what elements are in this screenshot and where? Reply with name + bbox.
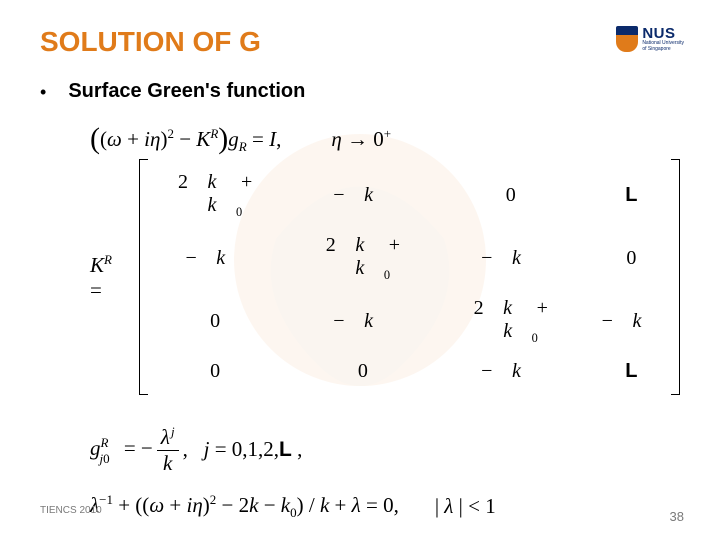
nus-logo: NUS National Universityof Singapore bbox=[616, 26, 684, 52]
bullet: • Surface Green's function bbox=[40, 80, 680, 104]
equation-1: ((ω + iη)2 − KR)gR = I, η → 0+ bbox=[90, 122, 680, 155]
footer-text: TIENCS 2010 bbox=[40, 505, 102, 516]
bullet-text: Surface Green's function bbox=[68, 80, 305, 104]
equation-4: λ−1 + ((ω + iη)2 − 2k − k0) / k + λ = 0,… bbox=[90, 492, 680, 521]
slide-title: SOLUTION OF G bbox=[40, 26, 680, 58]
page-number: 38 bbox=[670, 509, 684, 524]
slide: NUS National Universityof Singapore SOLU… bbox=[0, 0, 720, 540]
eq4-right: | λ | < 1 bbox=[435, 494, 496, 519]
logo-sub: National Universityof Singapore bbox=[642, 41, 684, 52]
eq1-left: ((ω + iη)2 − KR)gR = I, bbox=[90, 122, 281, 155]
bullet-marker: • bbox=[40, 80, 46, 104]
eq1-right: η → 0+ bbox=[331, 126, 391, 152]
logo-main: NUS bbox=[642, 26, 684, 41]
matrix-grid: 2k + k0−k0L −k2k + k0−k0 0−k2k + k0−k 00… bbox=[148, 159, 671, 395]
equation-3: gRj0 = − λ j k , j = 0,1,2,L , bbox=[90, 425, 680, 474]
bracket-left bbox=[139, 159, 148, 395]
bracket-right bbox=[671, 159, 680, 395]
matrix-label: KR = bbox=[90, 252, 125, 303]
crest-icon bbox=[616, 26, 638, 52]
equation-matrix: KR = 2k + k0−k0L −k2k + k0−k0 0−k2k + k0… bbox=[90, 159, 680, 395]
eq4-left: λ−1 + ((ω + iη)2 − 2k − k0) / k + λ = 0, bbox=[90, 492, 399, 521]
math-region: ((ω + iη)2 − KR)gR = I, η → 0+ KR = 2k +… bbox=[90, 122, 680, 521]
